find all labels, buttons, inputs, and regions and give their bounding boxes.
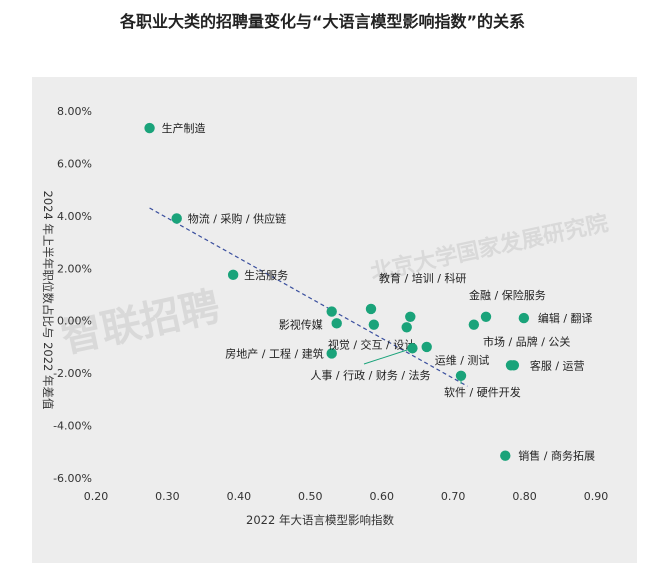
x-tick-label: 0.60 [369, 490, 394, 503]
data-point [401, 322, 412, 333]
x-tick-label: 0.80 [512, 490, 537, 503]
x-axis-label: 2022 年大语言模型影响指数 [246, 513, 394, 527]
x-tick-label: 0.20 [84, 490, 109, 503]
x-tick-label: 0.40 [227, 490, 252, 503]
point-label: 市场 / 品牌 / 公关 [483, 334, 570, 348]
point-label: 生产制造 [162, 121, 206, 135]
data-point [468, 319, 480, 330]
x-tick-label: 0.90 [584, 490, 609, 503]
data-point [500, 450, 511, 461]
y-tick-label: 8.00% [57, 105, 92, 118]
y-tick-label: 0.00% [57, 315, 92, 328]
x-tick-label: 0.50 [298, 490, 323, 503]
point-label: 金融 / 保险服务 [469, 288, 546, 302]
point-label: 运维 / 测试 [435, 354, 490, 367]
point-label: 视觉 / 交互 / 设计 [328, 338, 415, 352]
data-point [407, 343, 418, 354]
data-point [508, 360, 520, 371]
data-point [227, 269, 239, 281]
point-label: 影视传媒 [279, 318, 323, 332]
point-label: 物流 / 采购 / 供应链 [188, 211, 286, 225]
point-label: 房地产 / 工程 / 建筑 [225, 346, 323, 360]
point-label: 客服 / 运营 [530, 358, 585, 372]
data-point [455, 370, 467, 381]
y-axis-label: 2024 年上半年职位数占比与 2022 年差值 [41, 191, 55, 410]
point-label: 编辑 / 翻译 [538, 311, 593, 325]
point-label: 教育 / 培训 / 科研 [379, 271, 466, 285]
x-tick-label: 0.70 [441, 490, 466, 503]
data-point [365, 303, 377, 315]
y-tick-label: 6.00% [57, 157, 92, 170]
trend-line [149, 207, 468, 387]
data-point [144, 122, 155, 134]
data-point [405, 311, 416, 322]
data-point [421, 341, 432, 353]
y-tick-label: -4.00% [53, 420, 92, 433]
y-tick-label: -2.00% [53, 367, 92, 380]
data-point [518, 312, 530, 324]
y-tick-label: 2.00% [57, 262, 92, 275]
leader-line [363, 347, 413, 365]
data-point [326, 306, 337, 317]
data-point [480, 311, 492, 322]
data-point [326, 348, 337, 359]
point-label: 人事 / 行政 / 财务 / 法务 [310, 368, 430, 382]
chart-title: 各职业大类的招聘量变化与“大语言模型影响指数”的关系 [119, 12, 526, 31]
point-label: 生活服务 [244, 268, 288, 282]
data-point [331, 318, 342, 329]
data-point [368, 319, 380, 330]
x-tick-label: 0.30 [155, 490, 180, 503]
y-tick-label: 4.00% [57, 210, 92, 223]
point-label: 销售 / 商务拓展 [518, 449, 595, 463]
data-point [171, 213, 182, 224]
point-label: 软件 / 硬件开发 [444, 385, 521, 399]
y-tick-label: -6.00% [53, 472, 92, 485]
